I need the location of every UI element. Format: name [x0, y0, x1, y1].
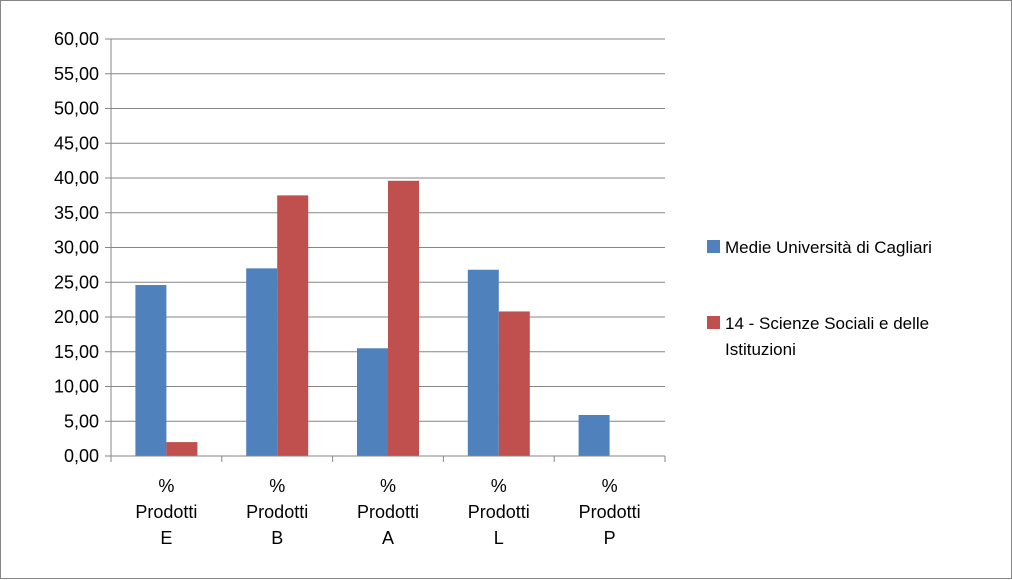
x-category-label: Prodotti: [135, 502, 197, 522]
bar-medie-4: [578, 414, 610, 456]
bar-scienze-sociali-3: [498, 311, 530, 456]
y-tick-label: 5,00: [64, 411, 99, 431]
y-tick-labels: 0,00 5,00 10,00 15,00 20,00 25,00 30,00 35,00 40…: [54, 29, 99, 466]
legend-swatch: [707, 316, 720, 329]
x-category-label: %: [380, 476, 396, 496]
legend-swatch: [707, 240, 720, 253]
x-category-label: Prodotti: [357, 502, 419, 522]
x-category-label: A: [382, 528, 394, 548]
x-category-label: P: [604, 528, 616, 548]
x-category-label: Prodotti: [246, 502, 308, 522]
x-category-label: %: [158, 476, 174, 496]
legend-label: Istituzioni: [725, 340, 796, 359]
x-category-label: %: [269, 476, 285, 496]
y-tick-label: 10,00: [54, 377, 99, 397]
y-tick-label: 35,00: [54, 203, 99, 223]
y-tick-label: 15,00: [54, 342, 99, 362]
legend: Medie Università di Cagliari 14 - Scienze…: [707, 238, 932, 359]
legend-label: 14 - Scienze Sociali e delle: [725, 314, 929, 333]
bar-medie-3: [467, 269, 499, 456]
y-tick-label: 45,00: [54, 133, 99, 153]
x-category-label: E: [160, 528, 172, 548]
x-category-label: B: [271, 528, 283, 548]
x-category-label: L: [494, 528, 504, 548]
axes: [105, 38, 666, 462]
bar-medie-0: [135, 285, 167, 456]
bar-medie-1: [246, 268, 278, 456]
x-category-label: %: [491, 476, 507, 496]
x-category-label: Prodotti: [468, 502, 530, 522]
y-tick-label: 55,00: [54, 64, 99, 84]
legend-label: Medie Università di Cagliari: [725, 238, 932, 257]
y-tick-label: 40,00: [54, 168, 99, 188]
bar-scienze-sociali-2: [388, 180, 419, 456]
x-category-label: %: [602, 476, 618, 496]
y-tick-label: 60,00: [54, 29, 99, 49]
y-tick-label: 25,00: [54, 272, 99, 292]
bar-scienze-sociali-0: [166, 442, 198, 456]
y-tick-label: 0,00: [64, 446, 99, 466]
bars: [135, 180, 610, 456]
x-category-label: Prodotti: [579, 502, 641, 522]
bar-medie-2: [357, 348, 388, 456]
y-tick-label: 50,00: [54, 99, 99, 119]
bar-scienze-sociali-1: [277, 195, 309, 456]
y-tick-label: 20,00: [54, 307, 99, 327]
x-category-labels: % Prodotti E% Prodotti B% Prodotti A% Prodotti L…: [135, 476, 640, 548]
y-tick-label: 30,00: [54, 238, 99, 258]
